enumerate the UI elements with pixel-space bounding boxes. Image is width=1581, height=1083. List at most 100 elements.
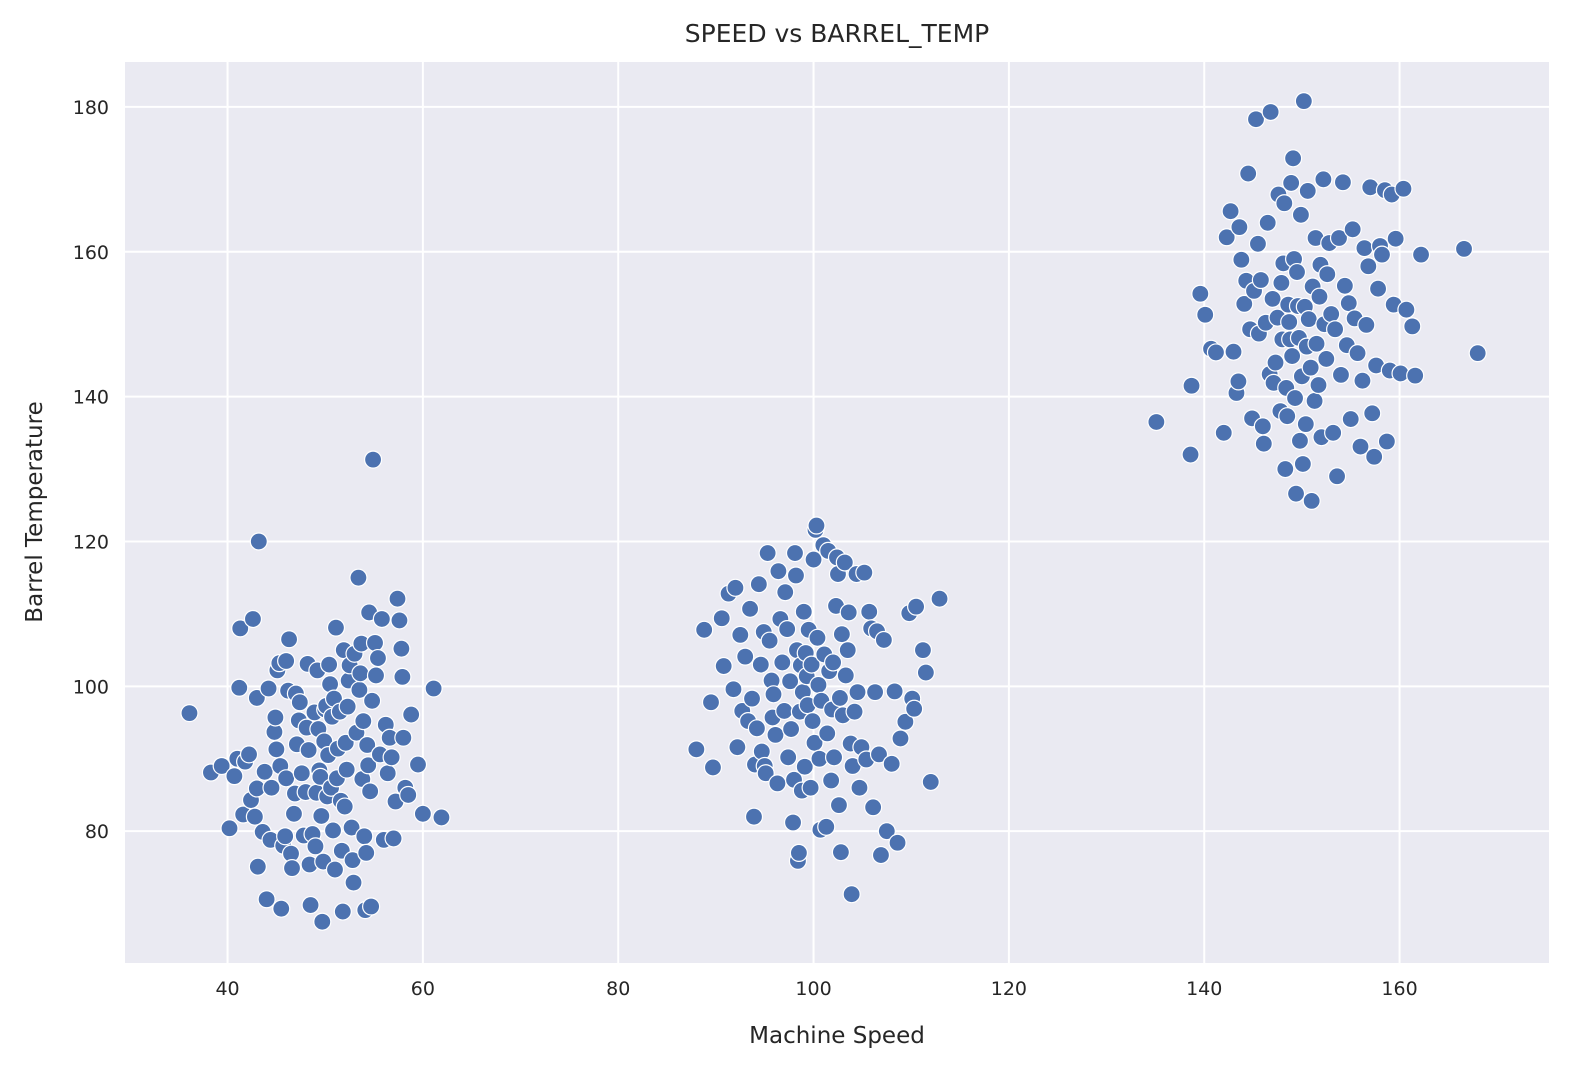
scatter-point: [896, 712, 915, 731]
scatter-point: [266, 708, 285, 727]
scatter-point: [1263, 289, 1282, 308]
scatter-point: [773, 653, 792, 672]
scatter-point: [1302, 491, 1321, 511]
scatter-point: [891, 729, 910, 748]
x-tick-label: 140: [1186, 978, 1222, 1000]
scatter-point: [786, 566, 806, 585]
scatter-point: [212, 756, 231, 776]
scatter-point: [1258, 213, 1277, 232]
scatter-point: [778, 620, 797, 639]
scatter-point: [1261, 102, 1280, 122]
scatter-point: [1182, 376, 1201, 395]
scatter-point: [930, 589, 949, 608]
scatter-point: [836, 666, 855, 685]
scatter-point: [358, 735, 377, 755]
scatter-point: [855, 563, 874, 582]
scatter-point: [1251, 270, 1270, 290]
scatter-point: [921, 772, 940, 792]
scatter-point: [354, 711, 373, 731]
scatter-point: [1191, 284, 1210, 303]
chart-title: SPEED vs BARREL_TEMP: [685, 19, 989, 48]
scatter-point: [756, 764, 775, 783]
x-tick-label: 100: [795, 978, 831, 1000]
scatter-point: [1248, 234, 1268, 253]
scatter-point: [366, 666, 386, 685]
scatter-point: [1361, 178, 1380, 197]
scatter-point: [1284, 149, 1303, 168]
scatter-point: [736, 647, 755, 666]
scatter-point: [776, 583, 795, 602]
scatter-point: [794, 602, 813, 621]
scatter-point: [1278, 407, 1297, 426]
scatter-point: [342, 818, 361, 837]
scatter-point: [1411, 245, 1431, 264]
scatter-point: [712, 609, 731, 628]
scatter-point: [1224, 342, 1243, 361]
scatter-point: [907, 597, 926, 616]
scatter-point: [779, 748, 798, 767]
scatter-point: [1229, 372, 1248, 391]
scatter-point: [1305, 391, 1324, 411]
scatter-point: [687, 740, 706, 759]
y-axis-label: Barrel Temperature: [22, 401, 48, 622]
scatter-point: [290, 693, 309, 712]
scatter-point: [824, 748, 844, 767]
scatter-point: [249, 532, 268, 551]
scatter-point: [1307, 334, 1326, 353]
scatter-point: [848, 683, 867, 702]
y-tick-label: 140: [73, 387, 109, 409]
scatter-point: [349, 568, 368, 587]
scatter-point: [402, 705, 421, 724]
scatter-point: [272, 899, 291, 918]
scatter-point: [1406, 366, 1425, 385]
scatter-point: [1299, 310, 1318, 329]
scatter-point: [775, 701, 794, 721]
scatter-point: [807, 516, 826, 535]
scatter-point: [829, 796, 849, 815]
scatter-point: [1310, 287, 1329, 306]
scatter-point: [1298, 181, 1317, 201]
scatter-point: [830, 688, 850, 708]
scatter-point: [384, 829, 403, 848]
scatter-point: [1196, 305, 1215, 324]
scatter-point: [1286, 484, 1306, 503]
scatter-point: [703, 758, 723, 777]
scatter-point: [257, 890, 276, 909]
scatter-point: [262, 778, 281, 797]
data-points: [180, 92, 1487, 931]
scatter-point: [1363, 404, 1382, 423]
scatter-point: [785, 543, 805, 563]
scatter-point: [860, 602, 879, 621]
scatter-point: [1280, 312, 1299, 332]
scatter-point: [1351, 437, 1370, 456]
scatter-point: [1454, 239, 1474, 258]
y-tick-label: 100: [73, 676, 109, 698]
scatter-point: [838, 641, 857, 660]
x-tick-label: 80: [606, 978, 630, 1000]
scatter-point: [338, 697, 357, 716]
scatter-point: [231, 619, 250, 638]
scatter-point: [1353, 371, 1372, 390]
scatter-point: [809, 675, 828, 694]
scatter-point: [1217, 228, 1236, 247]
scatter-point: [874, 630, 893, 650]
scatter-point: [323, 821, 343, 840]
scatter-point: [392, 639, 411, 658]
scatter-point: [277, 651, 296, 671]
scatter-point: [1355, 239, 1374, 258]
scatter-point: [344, 873, 363, 892]
scatter-point: [905, 699, 924, 718]
scatter-point: [865, 683, 885, 702]
scatter-point: [823, 653, 843, 672]
scatter-point: [1214, 423, 1233, 442]
scatter-point: [259, 679, 278, 698]
scatter-point: [1181, 445, 1200, 464]
scatter-point: [760, 631, 779, 650]
scatter-point: [1333, 173, 1353, 192]
scatter-point: [1253, 417, 1272, 436]
scatter-point: [885, 682, 904, 701]
scatter-point: [832, 625, 851, 644]
scatter-point: [1301, 358, 1320, 377]
scatter-point: [1335, 276, 1354, 295]
scatter-point: [822, 771, 841, 790]
